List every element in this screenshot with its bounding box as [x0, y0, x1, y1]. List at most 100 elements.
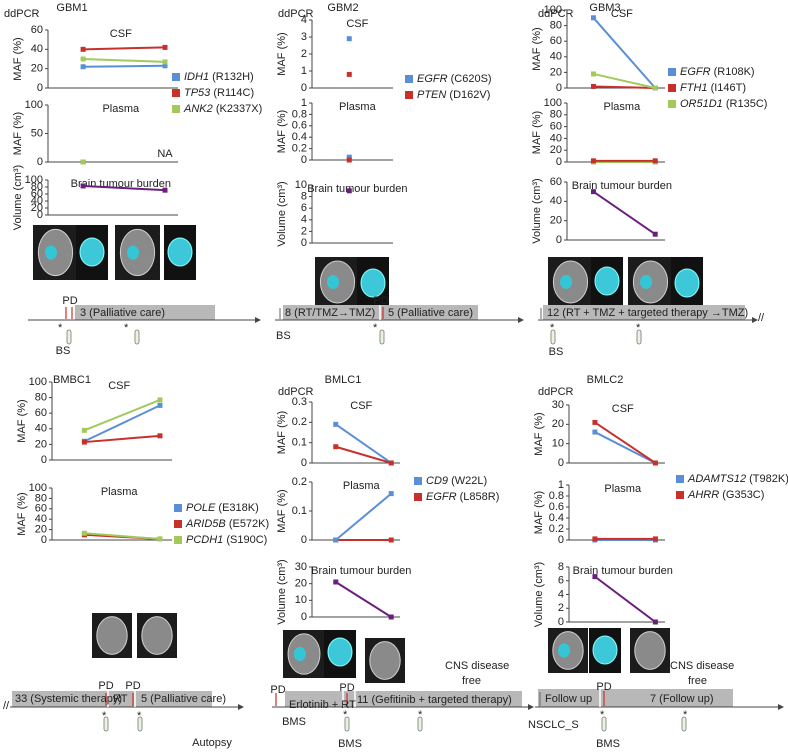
data-point — [652, 231, 658, 237]
legend-label: ADAMTS12 (T982K) — [687, 473, 788, 485]
legend-name: AHRR — [687, 489, 719, 501]
y-tick-label: 0 — [301, 82, 307, 94]
y-tick-label: 100 — [544, 97, 562, 109]
y-tick-label: 10 — [295, 179, 307, 191]
legend-label: AHRR (G353C) — [687, 489, 764, 501]
data-point — [590, 158, 596, 164]
chart-title: CSF — [346, 18, 368, 30]
data-point — [81, 427, 87, 433]
data-point — [81, 530, 87, 536]
timeline-label: * — [124, 322, 129, 334]
chart-title: Plasma — [339, 101, 377, 113]
legend-name: ANK2 — [183, 103, 213, 115]
panel-title: BMBC1 — [53, 374, 91, 386]
y-tick-label: 4 — [301, 214, 307, 226]
data-point — [346, 154, 352, 160]
chart-title: Plasma — [102, 103, 140, 115]
data-point — [80, 64, 86, 70]
data-point — [592, 574, 598, 580]
timeline-label: * — [102, 710, 107, 722]
legend-variant: (C620S) — [451, 73, 492, 85]
y-tick-label: 20 — [552, 418, 564, 430]
chart-title: Plasma — [343, 480, 381, 492]
legend-swatch — [405, 75, 413, 83]
timeline-label: BMS — [596, 738, 620, 750]
legend-swatch — [172, 105, 180, 113]
data-point — [162, 63, 168, 69]
mri-brain — [369, 641, 401, 680]
legend-name: FTH1 — [680, 82, 708, 94]
tumour-3d — [327, 637, 353, 667]
panel-title: BMLC1 — [325, 374, 362, 386]
treatment-bar — [285, 691, 522, 707]
y-tick-label: 0 — [301, 611, 307, 623]
legend-swatch — [172, 89, 180, 97]
timeline-label: // — [758, 312, 765, 324]
timeline-label: PD — [339, 682, 354, 694]
chart-title: CSF — [110, 28, 132, 40]
chart-title: Plasma — [604, 483, 642, 495]
y-tick-label: 20 — [550, 66, 562, 78]
timeline-label: free — [462, 675, 481, 687]
legend-label: EGFR (L858R) — [426, 491, 499, 503]
data-point — [157, 402, 163, 408]
y-tick-label: 40 — [35, 513, 47, 525]
y-axis-label: Volume (cm³) — [12, 165, 24, 230]
timeline-label: 33 (Systemic therapy) — [15, 693, 122, 705]
chart-title: Brain tumour burden — [307, 183, 407, 195]
legend-variant: (W22L) — [451, 475, 487, 487]
y-tick-label: 0.3 — [292, 396, 307, 408]
tumour-mask — [327, 275, 339, 289]
legend-variant: (E572K) — [229, 518, 269, 530]
chart-title: Brain tumour burden — [572, 180, 672, 192]
y-tick-label: 0 — [301, 237, 307, 249]
y-tick-label: 20 — [550, 144, 562, 156]
y-tick-label: 0 — [37, 82, 43, 94]
y-tick-label: 0.4 — [549, 512, 564, 524]
data-point — [652, 460, 658, 466]
chart-title: CSF — [612, 403, 634, 415]
y-tick-label: 0.1 — [292, 437, 307, 449]
data-point — [592, 536, 598, 542]
legend-name: CD9 — [426, 475, 448, 487]
legend-variant: (L858R) — [460, 491, 500, 503]
timeline-label: 3 (Palliative care) — [80, 307, 165, 319]
legend-label: FTH1 (I146T) — [680, 82, 746, 94]
tumour-mask — [560, 275, 572, 289]
legend-variant: (R114C) — [213, 87, 254, 99]
y-tick-label: 8 — [301, 191, 307, 203]
y-tick-label: 3 — [301, 31, 307, 43]
series-line — [83, 64, 166, 68]
y-tick-label: 20 — [550, 215, 562, 227]
y-axis-label: MAF (%) — [16, 399, 28, 442]
y-tick-label: 20 — [31, 202, 43, 214]
y-tick-label: 8 — [558, 561, 564, 573]
series-line — [84, 399, 161, 432]
data-point — [346, 188, 352, 194]
y-tick-label: 1 — [301, 65, 307, 77]
y-tick-label: 40 — [550, 195, 562, 207]
chart-title: CSF — [108, 380, 130, 392]
y-tick-label: 80 — [550, 20, 562, 32]
legend-label: OR51D1 (R135C) — [680, 98, 767, 110]
mri-brain — [141, 616, 173, 655]
timeline-label: 7 (Follow up) — [650, 693, 714, 705]
series-line — [594, 431, 656, 464]
sample-tube — [379, 329, 385, 345]
data-point — [157, 536, 163, 542]
legend-label: EGFR (R108K) — [680, 66, 755, 78]
tumour-3d — [79, 237, 105, 267]
tumour-3d — [674, 268, 700, 298]
timeline-label: Erlotinib + RT — [289, 699, 356, 711]
tumour-3d — [594, 266, 620, 296]
chart-title: Plasma — [604, 101, 642, 113]
series-line — [335, 581, 392, 618]
y-tick-label: 40 — [35, 423, 47, 435]
y-tick-label: 0 — [556, 156, 562, 168]
timeline-label: // — [3, 700, 10, 712]
y-axis-label: MAF (%) — [16, 492, 28, 535]
y-tick-label: 60 — [35, 407, 47, 419]
timeline-label: * — [636, 322, 641, 334]
y-tick-label: 60 — [550, 121, 562, 133]
y-tick-label: 0.4 — [292, 131, 307, 143]
